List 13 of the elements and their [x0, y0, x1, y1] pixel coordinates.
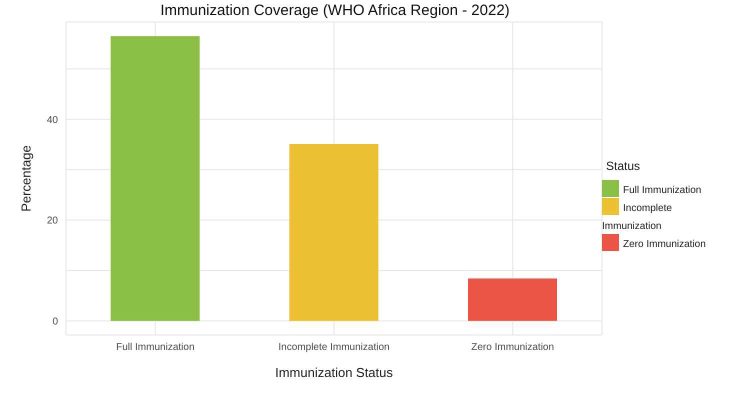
x-tick-label: Zero Immunization: [471, 342, 554, 354]
legend-label: Incomplete Immunization: [602, 203, 672, 232]
legend-title: Status: [606, 159, 640, 173]
legend-label: Zero Immunization: [623, 239, 706, 250]
x-tick-label: Incomplete Immunization: [278, 342, 390, 354]
y-tick-label: 0: [52, 316, 58, 328]
y-axis-title: Percentage: [18, 145, 34, 212]
y-tick-label: 40: [46, 114, 58, 126]
chart-title: Immunization Coverage (WHO Africa Region - 2022): [159, 2, 511, 19]
legend-label: Full Immunization: [623, 185, 702, 196]
y-tick-label: 20: [46, 216, 58, 227]
x-axis-title: Immunization Status: [275, 365, 394, 380]
x-tick-label: Full Immunization: [116, 342, 195, 354]
